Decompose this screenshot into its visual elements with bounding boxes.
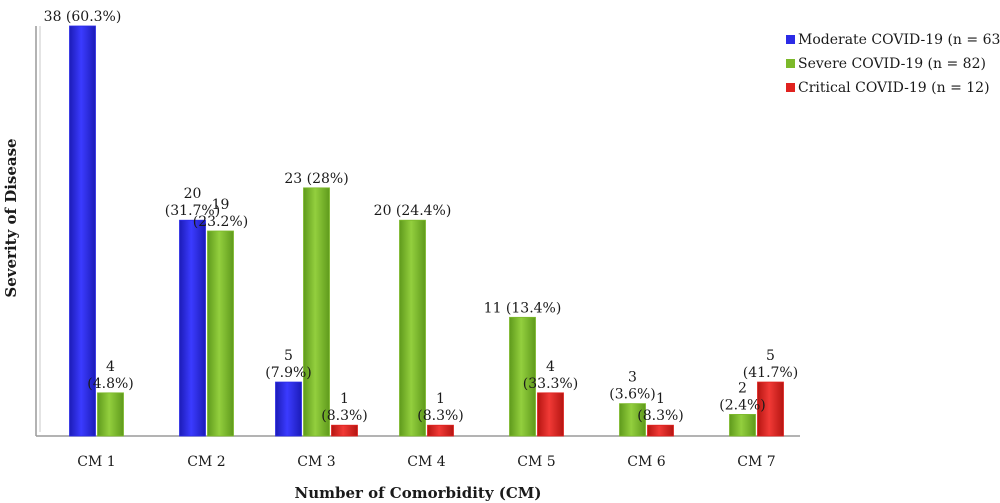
x-tick-label: CM 1 xyxy=(77,454,115,470)
bar-critical-cm3 xyxy=(331,424,358,437)
bar-severe-cm2 xyxy=(207,230,234,437)
value-label-critical-cm7: 5 (41.7%) xyxy=(743,348,798,381)
value-labels-layer: 38 (60.3%) 4 (4.8%) 20 (31.7%)19 (23.2%) 5 (7.9… xyxy=(44,9,799,424)
bar-critical-cm6 xyxy=(647,424,674,437)
legend: Moderate COVID-19 (n = 63) Severe COVID-1… xyxy=(786,32,1000,96)
legend-swatch-severe xyxy=(786,59,795,68)
legend-label-critical: Critical COVID-19 (n = 12) xyxy=(798,80,990,96)
value-label-severe-cm3: 23 (28%) xyxy=(284,171,348,187)
legend-label-severe: Severe COVID-19 (n = 82) xyxy=(798,56,986,72)
value-label-severe-cm1: 4 (4.8%) xyxy=(87,359,134,392)
y-axis-title: Severity of Disease xyxy=(2,138,20,297)
value-label-critical-cm4: 1 (8.3%) xyxy=(417,391,464,424)
value-label-severe-cm5: 11 (13.4%) xyxy=(484,300,562,316)
value-label-severe-cm2: 19 (23.2%) xyxy=(193,197,248,230)
bar-severe-cm1 xyxy=(97,392,124,437)
bar-severe-cm7 xyxy=(729,414,756,437)
bar-severe-cm3 xyxy=(303,187,330,437)
bar-critical-cm5 xyxy=(537,392,564,437)
bar-severe-cm6 xyxy=(619,403,646,437)
value-label-moderate-cm1: 38 (60.3%) xyxy=(44,9,122,25)
bar-critical-cm7 xyxy=(757,381,784,437)
bar-moderate-cm2 xyxy=(179,219,206,437)
value-label-critical-cm3: 1 (8.3%) xyxy=(321,391,368,424)
bar-severe-cm5 xyxy=(509,316,536,437)
x-axis-title: Number of Comorbidity (CM) xyxy=(294,484,541,502)
value-label-moderate-cm2: 20 (31.7%) xyxy=(165,186,220,219)
x-tick-label: CM 3 xyxy=(297,454,335,470)
value-label-critical-cm5: 4 (33.3%) xyxy=(523,359,578,392)
bars-layer xyxy=(69,25,784,437)
bar-moderate-cm1 xyxy=(69,25,96,437)
x-tick-label: CM 5 xyxy=(517,454,555,470)
x-tick-labels: CM 1 CM 2 CM 3 CM 4 CM 5 CM 6 CM 7 xyxy=(77,454,775,470)
bar-critical-cm4 xyxy=(427,424,454,437)
legend-label-moderate: Moderate COVID-19 (n = 63) xyxy=(798,32,1000,48)
x-tick-label: CM 2 xyxy=(187,454,225,470)
bar-severe-cm4 xyxy=(399,219,426,437)
legend-swatch-critical xyxy=(786,83,795,92)
legend-swatch-moderate xyxy=(786,35,795,44)
value-label-severe-cm6: 3 (3.6%) xyxy=(609,370,656,403)
value-label-severe-cm7: 2 (2.4%) xyxy=(719,380,766,413)
value-label-critical-cm6: 1 (8.3%) xyxy=(637,391,684,424)
x-tick-label: CM 6 xyxy=(627,454,665,470)
x-tick-label: CM 4 xyxy=(407,454,445,470)
bar-moderate-cm3 xyxy=(275,381,302,437)
x-tick-label: CM 7 xyxy=(737,454,775,470)
value-label-severe-cm4: 20 (24.4%) xyxy=(374,203,452,219)
value-label-moderate-cm3: 5 (7.9%) xyxy=(265,348,312,381)
